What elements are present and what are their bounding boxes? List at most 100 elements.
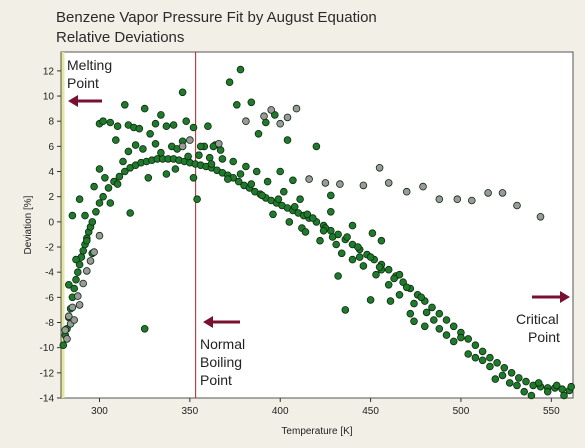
data-point [276, 167, 285, 176]
x-axis-label: Temperature [K] [281, 426, 352, 437]
data-point [453, 195, 462, 204]
y-tick-label: 12 [43, 66, 55, 77]
data-point [522, 377, 530, 386]
data-point [429, 316, 438, 324]
data-point [65, 312, 73, 321]
x-tick-label: 450 [362, 406, 379, 417]
data-point [341, 306, 350, 314]
data-point [101, 174, 109, 182]
data-point [140, 104, 149, 113]
x-tick-label: 400 [272, 406, 289, 417]
data-point [151, 119, 160, 128]
data-point [471, 353, 480, 362]
left-arrow-icon [68, 95, 102, 107]
data-point [467, 196, 476, 205]
data-point [169, 121, 178, 129]
data-point [86, 257, 95, 265]
data-point [205, 153, 214, 162]
data-point [435, 324, 444, 333]
data-point [189, 123, 198, 132]
data-point [354, 243, 362, 251]
x-tick-label: 350 [182, 406, 199, 417]
data-point [355, 253, 364, 261]
data-point [269, 210, 277, 219]
data-point [162, 122, 171, 130]
data-point [113, 122, 122, 130]
data-point [377, 236, 386, 245]
data-point [343, 233, 351, 241]
data-point [442, 331, 451, 339]
data-point [285, 218, 294, 226]
data-point [410, 317, 418, 326]
data-point [386, 297, 395, 305]
data-point [442, 316, 451, 324]
data-point [422, 308, 431, 317]
data-point [359, 262, 368, 270]
data-point [449, 322, 458, 331]
y-tick-label: -6 [45, 293, 54, 304]
data-point [63, 335, 71, 343]
axes: 12 10 8 6 4 2 0 -2 -4 -6 -8 -10 -12 -14 300 350 400 450 50… [23, 66, 560, 437]
data-point [74, 292, 82, 300]
data-point [321, 179, 330, 187]
data-point [61, 326, 69, 334]
data-point [395, 290, 404, 299]
data-point [410, 299, 418, 308]
data-point [368, 229, 377, 238]
data-point [216, 146, 225, 154]
right-arrow-icon [532, 291, 570, 303]
data-point [520, 387, 528, 396]
x-tick-label: 550 [543, 406, 560, 417]
data-point [106, 118, 115, 127]
data-point [552, 381, 561, 390]
data-point [491, 375, 500, 383]
data-point [182, 117, 191, 125]
data-point [500, 363, 509, 372]
data-point [348, 255, 357, 264]
data-point [247, 180, 256, 188]
annotations: Melting Point Normal Boiling Point Criti… [67, 57, 570, 388]
data-point [471, 341, 480, 350]
chart-title: Benzene Vapor Pressure Fit by August Equ… [56, 9, 377, 26]
data-point [115, 172, 124, 181]
y-tick-label: 10 [43, 92, 55, 103]
data-point [258, 191, 266, 200]
data-point [104, 184, 113, 192]
data-point [279, 187, 288, 196]
data-point [75, 301, 84, 309]
data-point [457, 333, 465, 342]
data-point [75, 195, 84, 204]
data-point [312, 142, 321, 151]
data-point [334, 272, 342, 280]
melting-label-line1: Melting [67, 57, 112, 73]
data-point [486, 362, 494, 371]
data-point [189, 174, 198, 182]
data-point [534, 379, 543, 387]
data-point [184, 152, 192, 161]
data-point [242, 117, 250, 125]
data-point [326, 191, 335, 200]
data-point [267, 106, 276, 114]
data-point [79, 279, 87, 288]
y-tick-label: -2 [45, 243, 54, 254]
y-tick-label: -4 [45, 268, 54, 279]
data-point [560, 391, 568, 400]
data-point [79, 247, 87, 255]
data-point [218, 155, 227, 163]
data-point [131, 141, 140, 149]
data-point [498, 189, 507, 197]
reference-lines [61, 52, 197, 398]
data-point [263, 177, 272, 186]
data-point [157, 111, 165, 119]
chart-title-block: Benzene Vapor Pressure Fit by August Equ… [56, 8, 377, 48]
data-point [319, 226, 328, 235]
data-point [70, 316, 78, 324]
data-point [372, 270, 380, 279]
data-point [493, 358, 501, 367]
data-point [289, 176, 297, 185]
data-point [498, 371, 507, 380]
data-point [390, 274, 398, 283]
y-tick-label: -12 [40, 368, 55, 379]
data-point [95, 231, 104, 240]
data-point [359, 181, 368, 190]
